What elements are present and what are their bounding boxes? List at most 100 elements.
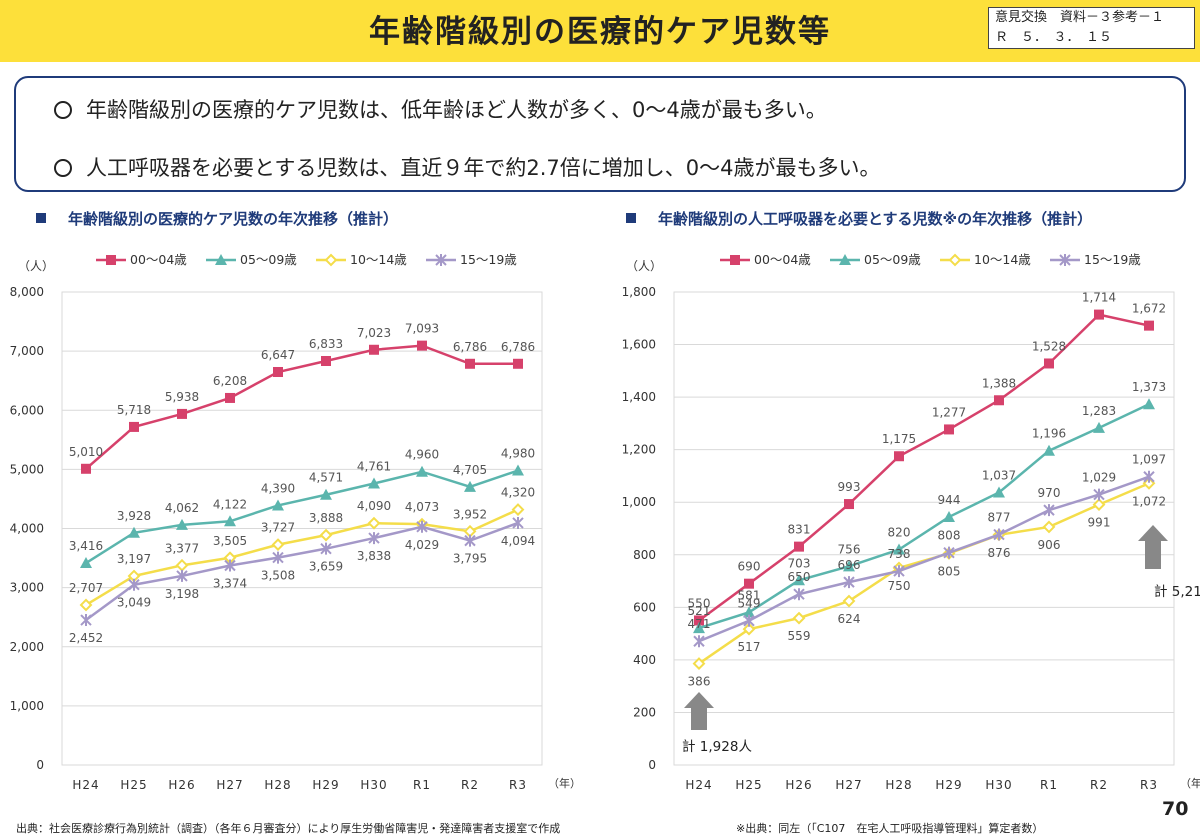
left-line-chart: 0 1,000 2,000 3,000 4,000 5,000 6,000 7,000 8,00… <box>10 252 581 792</box>
data-point <box>843 576 855 589</box>
legend-marker <box>215 254 227 265</box>
data-point <box>993 528 1005 541</box>
data-point <box>225 392 235 403</box>
data-label: 4,960 <box>405 448 439 462</box>
data-label: 4,980 <box>501 447 535 461</box>
data-point <box>367 516 381 530</box>
data-label: 1,175 <box>882 432 916 446</box>
data-label: 6,786 <box>453 340 487 354</box>
data-label: 4,571 <box>309 471 343 485</box>
data-point <box>224 559 236 572</box>
x-tick-label: H30 <box>360 778 387 792</box>
data-point <box>844 499 854 510</box>
data-label: 991 <box>1088 516 1111 530</box>
summary-box: 年齢階級別の医療的ケア児数は、低年齢ほど人数が多く、0～4歳が最も多い。 人工呼… <box>14 76 1186 192</box>
y-tick-label: 1,000 <box>622 495 656 509</box>
data-point <box>792 611 806 625</box>
data-point <box>944 424 954 435</box>
data-label: 1,072 <box>1132 494 1166 508</box>
data-label: 1,373 <box>1132 380 1166 394</box>
data-label: 970 <box>1038 486 1061 500</box>
data-point <box>1094 309 1104 320</box>
data-label: 3,197 <box>117 552 151 566</box>
data-label: 1,714 <box>1082 291 1116 305</box>
legend-marker <box>106 255 116 265</box>
data-point <box>993 486 1005 498</box>
data-label: 4,320 <box>501 486 535 500</box>
data-label: 3,659 <box>309 560 343 574</box>
data-label: 581 <box>738 588 761 602</box>
y-tick-label: 2,000 <box>10 640 44 654</box>
legend-marker <box>730 255 740 265</box>
data-point <box>417 340 427 351</box>
data-label: 1,196 <box>1032 427 1066 441</box>
legend-item: 05～09歳 <box>206 252 297 267</box>
circle-bullet-icon <box>54 101 72 119</box>
y-tick-label: 1,400 <box>622 390 656 404</box>
data-point <box>793 574 805 586</box>
x-tick-label: R2 <box>461 778 479 792</box>
data-point <box>1092 498 1106 512</box>
data-point <box>693 622 705 634</box>
y-tick-label: 1,000 <box>10 699 44 713</box>
data-point <box>1144 320 1154 331</box>
x-tick-label: R3 <box>1140 778 1158 792</box>
series-line <box>85 344 518 470</box>
data-label: 4,094 <box>501 534 535 548</box>
legend-marker <box>1059 254 1071 266</box>
series-2: 386 517 559 624 750 805 876 906 991 1,072 <box>688 476 1166 689</box>
data-point <box>79 598 93 612</box>
data-point <box>80 614 92 627</box>
data-label: 6,647 <box>261 348 295 362</box>
summary-text-2: 人工呼吸器を必要とする児数は、直近９年で約2.7倍に増加し、0～4歳が最も多い。 <box>86 156 881 180</box>
data-point <box>793 588 805 601</box>
data-point <box>943 510 955 522</box>
data-label: 3,198 <box>165 587 199 601</box>
summary-text-1: 年齢階級別の医療的ケア児数は、低年齢ほど人数が多く、0～4歳が最も多い。 <box>86 98 827 122</box>
data-label: 6,833 <box>309 337 343 351</box>
left-chart-title-row: 年齢階級別の医療的ケア児数の年次推移（推計） <box>36 208 398 229</box>
series-0: 5,010 5,718 5,938 6,208 6,647 6,833 7,023 7,093… <box>69 322 535 474</box>
x-tick-label: R3 <box>509 778 527 792</box>
data-label: 650 <box>788 570 811 584</box>
x-tick-label: H24 <box>685 778 712 792</box>
up-arrow-icon <box>684 692 714 730</box>
x-axis-label: （年） <box>548 776 581 790</box>
data-label: 3,795 <box>453 552 487 566</box>
data-label: 1,277 <box>932 405 966 419</box>
data-label: 4,062 <box>165 501 199 515</box>
data-label: 993 <box>838 480 861 494</box>
data-point <box>273 366 283 377</box>
data-point <box>1143 398 1155 410</box>
data-point <box>943 546 955 559</box>
series-line <box>698 482 1150 665</box>
data-point <box>416 520 428 533</box>
data-label: 7,093 <box>405 322 439 336</box>
square-bullet-icon <box>626 213 636 223</box>
data-label: 703 <box>788 556 811 570</box>
data-label: 386 <box>688 675 711 689</box>
data-label: 831 <box>788 523 811 537</box>
data-point <box>743 606 755 618</box>
data-label: 4,122 <box>213 497 247 511</box>
data-point <box>1142 476 1156 490</box>
data-point <box>1143 470 1155 483</box>
legend-label: 10～14歳 <box>974 252 1031 267</box>
series-line <box>698 475 1150 643</box>
up-arrow-icon <box>1138 525 1168 569</box>
legend-item: 00～04歳 <box>720 252 811 267</box>
data-point <box>128 526 140 538</box>
series-line <box>85 521 519 622</box>
y-tick-label: 7,000 <box>10 344 44 358</box>
data-point <box>224 515 236 527</box>
data-point <box>321 355 331 366</box>
data-label: 4,390 <box>261 481 295 495</box>
series-line <box>85 508 519 607</box>
data-label: 4,090 <box>357 499 391 513</box>
data-label: 7,023 <box>357 326 391 340</box>
x-tick-label: H24 <box>72 778 99 792</box>
data-point <box>794 541 804 552</box>
data-label: 944 <box>938 493 961 507</box>
data-label: 877 <box>988 511 1011 525</box>
y-tick-label: 600 <box>633 600 656 614</box>
